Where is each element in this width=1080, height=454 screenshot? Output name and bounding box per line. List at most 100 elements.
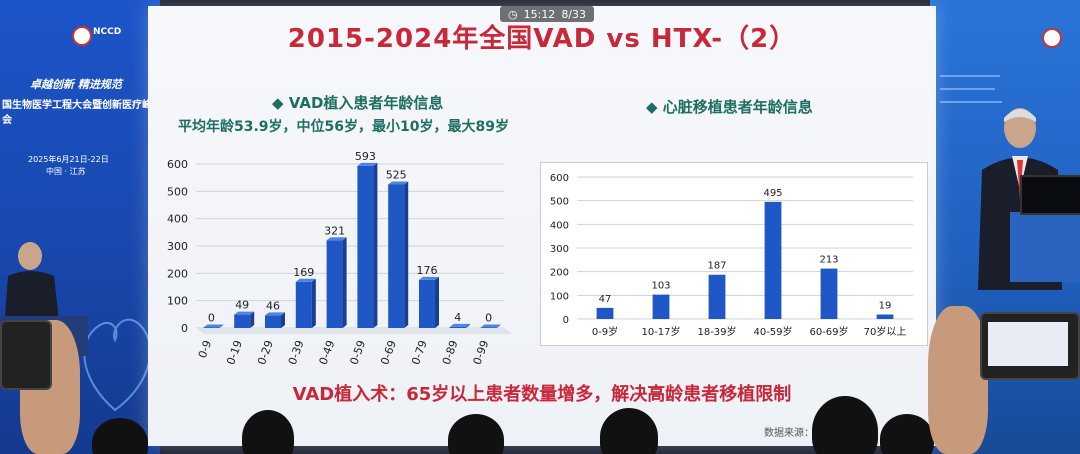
- bar-top: [203, 324, 224, 328]
- x-tick-label: 40-59岁: [753, 325, 792, 338]
- vad-chart-heading: ◆ VAD植入患者年龄信息: [272, 94, 444, 112]
- status-page: 8/33: [561, 7, 587, 21]
- status-time: 15:12: [523, 7, 556, 21]
- x-tick-label: 70岁以上: [864, 325, 907, 338]
- y-tick-label: 200: [550, 268, 569, 279]
- bar: [652, 294, 670, 319]
- x-tick-label: 20-29: [253, 339, 276, 364]
- bar-top: [264, 312, 286, 316]
- bar-side: [219, 324, 224, 328]
- data-label: 49: [235, 299, 249, 312]
- htx-age-chart: 0 100 200 300 400 500 600 47 0-9岁 103 10-17岁 187 18-…: [540, 162, 928, 346]
- bar-top: [388, 181, 409, 185]
- y-tick-label: 100: [550, 291, 569, 302]
- data-label: 593: [355, 152, 376, 163]
- bar: [596, 307, 614, 319]
- y-tick-label: 100: [167, 295, 188, 308]
- data-label: 0: [208, 312, 215, 325]
- bar: [876, 314, 894, 319]
- x-tick-label: 60-69岁: [809, 325, 848, 338]
- vad-age-summary: 平均年龄53.9岁，中位56岁，最小10岁，最大89岁: [178, 119, 509, 135]
- data-label: 187: [707, 261, 726, 272]
- y-tick-label: 500: [167, 185, 188, 198]
- bar-side: [435, 276, 440, 328]
- audience-head: [880, 414, 934, 454]
- audience-head: [448, 414, 504, 454]
- banner-conference: 国生物医学工程大会暨创新医疗峰会: [2, 100, 152, 126]
- x-tick-label: 60-69: [376, 339, 399, 364]
- laptop: [1020, 175, 1080, 215]
- bar-side: [342, 237, 347, 328]
- y-tick-label: 200: [167, 267, 188, 280]
- x-tick-label: 30-39: [283, 339, 306, 364]
- x-tick-label: 0-9: [196, 339, 214, 360]
- y-tick-label: 0: [181, 322, 188, 335]
- bar-side: [496, 324, 501, 328]
- bar-top: [295, 278, 316, 282]
- bar: [357, 165, 374, 328]
- data-label: 47: [599, 294, 612, 305]
- data-label: 321: [324, 224, 345, 237]
- data-label: 0: [485, 312, 492, 325]
- y-tick-label: 300: [550, 244, 569, 255]
- bar-top: [326, 237, 347, 241]
- x-tick-label: 50-59: [345, 339, 368, 364]
- y-tick-label: 600: [167, 158, 188, 171]
- bar: [234, 314, 251, 328]
- x-tick-label: 10-19: [222, 339, 245, 364]
- bar-side: [465, 323, 470, 328]
- data-source: 数据来源：: [764, 428, 814, 439]
- data-label: 525: [386, 169, 407, 182]
- bar-side: [404, 181, 409, 328]
- x-tick-label: 0-9岁: [592, 325, 618, 338]
- chart-floor: [196, 328, 512, 334]
- data-label: 4: [454, 311, 461, 324]
- x-tick-label: 10-17岁: [641, 325, 680, 338]
- bar: [264, 315, 282, 328]
- bar-side: [373, 162, 378, 328]
- bar: [326, 240, 343, 328]
- htx-age-bar-chart: 0 100 200 300 400 500 600 47 0-9岁 103 10-17岁 187 18-…: [550, 173, 913, 338]
- bar: [820, 268, 838, 319]
- banner-date: 2025年6月21日-22日: [28, 155, 109, 164]
- bar-top: [357, 162, 378, 166]
- x-tick-label: 70-79: [407, 339, 430, 364]
- data-label: 103: [651, 281, 670, 292]
- bar-top: [234, 311, 255, 315]
- presentation-slide: 2015-2024年全国VAD vs HTX-（2） ◆ VAD植入患者年龄信息…: [148, 6, 936, 446]
- banner-logo: NCCD: [93, 27, 122, 37]
- bar: [388, 184, 405, 328]
- x-tick-label: 40-49: [314, 339, 337, 364]
- y-tick-label: 600: [550, 173, 569, 184]
- phone-right: [980, 312, 1080, 380]
- y-tick-label: 400: [167, 213, 188, 226]
- data-label: 169: [293, 266, 314, 279]
- x-tick-label: 90-99: [468, 339, 491, 364]
- data-label: 213: [819, 255, 838, 266]
- y-tick-label: 0: [563, 315, 569, 326]
- clock-icon: ◷: [508, 7, 518, 21]
- bar-side: [281, 312, 286, 328]
- banner-line: [940, 88, 995, 90]
- data-label: 19: [879, 301, 892, 312]
- bar: [708, 274, 726, 319]
- data-label: 46: [266, 299, 280, 312]
- bar: [449, 326, 466, 328]
- x-tick-label: 18-39岁: [697, 325, 736, 338]
- banner-place: 中国 · 江苏: [46, 167, 86, 176]
- podium-right: [1010, 212, 1080, 282]
- logo-badge-icon: [72, 26, 92, 46]
- y-tick-label: 300: [167, 240, 188, 253]
- htx-chart-heading: ◆ 心脏移植患者年龄信息: [646, 98, 813, 116]
- audience-head: [242, 410, 294, 454]
- data-label: 176: [417, 264, 438, 277]
- phone-left: [0, 320, 52, 390]
- status-bar: ◷ 15:12 8/33: [500, 6, 595, 22]
- hand: [928, 306, 988, 454]
- x-tick-label: 80-89: [437, 339, 460, 364]
- banner-line: [940, 75, 1000, 77]
- bar-side: [311, 278, 316, 328]
- bar: [203, 327, 220, 328]
- bar-top: [480, 324, 501, 328]
